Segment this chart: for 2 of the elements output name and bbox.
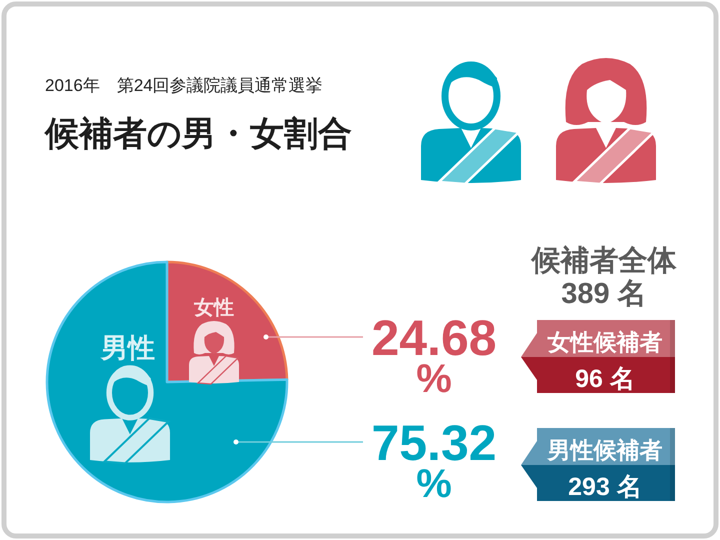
subtitle: 2016年 第24回参議院議員通常選挙 [45, 76, 323, 95]
title: 候補者の男・女割合 [45, 115, 352, 153]
